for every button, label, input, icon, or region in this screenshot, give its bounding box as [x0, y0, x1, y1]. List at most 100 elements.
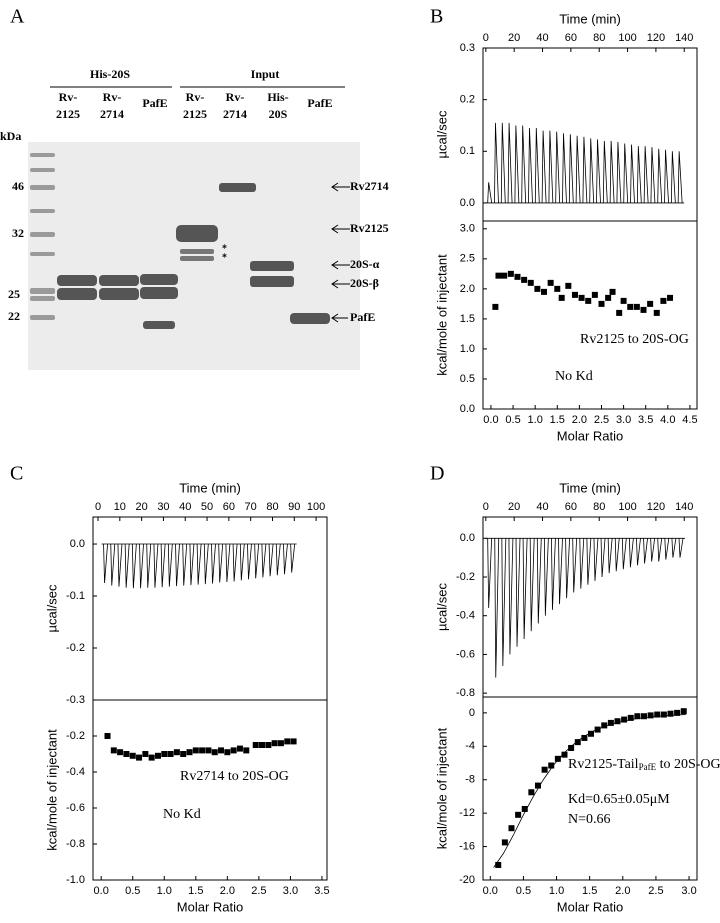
data-point [548, 762, 555, 769]
injection-peak [643, 538, 648, 564]
kda-label: kDa [0, 129, 21, 143]
x-axis-label: Time (min) [559, 480, 621, 495]
x-tick-label: 100 [618, 501, 636, 513]
lane-label: Rv- [186, 90, 205, 104]
annotation: Rv2125-TailPafE to 20S-OG [568, 757, 720, 772]
injection-peak [572, 538, 578, 593]
x-tick-label: 90 [288, 501, 300, 513]
injection-peak [616, 141, 622, 203]
annotation: Rv2125 to 20S-OG [580, 332, 689, 347]
y-axis-label: kcal/mole of injectant [44, 729, 59, 851]
y-axis-label: µcal/sec [434, 110, 449, 158]
x-tick-label: 3.0 [681, 885, 696, 897]
injection-peak [555, 131, 561, 203]
data-point [167, 751, 174, 757]
injection-peak [529, 538, 535, 632]
y-tick-label: -0.4 [456, 610, 475, 622]
band-label: Rv2714 [350, 179, 389, 193]
asterisk: * [222, 243, 227, 254]
data-point [674, 709, 681, 716]
y-tick-label: -20 [459, 874, 475, 886]
lane-label: Rv- [226, 90, 245, 104]
data-point [521, 276, 528, 283]
data-point [634, 713, 641, 720]
data-point [633, 303, 640, 310]
data-point [680, 708, 687, 715]
y-tick-label: 0.0 [460, 197, 475, 209]
data-point [148, 754, 155, 761]
data-point [501, 272, 508, 279]
x-tick-label: 0.0 [94, 885, 109, 897]
x-tick-label: 20 [508, 501, 520, 513]
injection-peak [536, 538, 542, 624]
injection-peak [664, 149, 669, 203]
annotation: No Kd [555, 369, 593, 384]
injection-peak [501, 538, 507, 667]
annotation: Rv2714 to 20S-OG [180, 769, 289, 784]
lane-label: Rv- [59, 90, 78, 104]
lane-label: 2714 [223, 107, 247, 121]
injection-peak [139, 544, 144, 589]
injection-peak [568, 134, 574, 203]
x-tick-label: 3.5 [314, 885, 329, 897]
data-point [541, 288, 548, 295]
data-point [224, 749, 231, 756]
injection-peak [636, 538, 641, 566]
injection-peak [500, 122, 506, 203]
data-point [508, 825, 515, 832]
y-tick-label: -0.6 [66, 802, 85, 814]
injection-peak [636, 146, 642, 203]
data-point [647, 712, 654, 719]
injection-peak [103, 544, 108, 584]
injection-peak [558, 538, 563, 605]
y-tick-label: -1.0 [66, 874, 85, 886]
data-point [653, 309, 660, 316]
injection-peak [146, 544, 152, 588]
data-point [667, 710, 674, 717]
y-tick-label: 3.0 [460, 223, 475, 235]
x-tick-label: 1.0 [528, 414, 543, 426]
y-tick-label: -0.6 [456, 648, 475, 660]
x-tick-label: 0.5 [516, 885, 531, 897]
y-axis-label: µcal/sec [434, 583, 449, 631]
data-point [534, 782, 541, 789]
x-tick-label: 60 [565, 32, 577, 44]
injection-peak [522, 538, 528, 639]
injection-peak [514, 125, 520, 203]
injection-peak [261, 543, 267, 578]
y-tick-label: -0.2 [66, 642, 85, 654]
y-tick-label: 0.0 [460, 403, 475, 415]
x-tick-label: 1.0 [549, 885, 564, 897]
data-point [616, 309, 623, 316]
panel-letter: B [430, 6, 443, 28]
lane-label: His- [267, 90, 288, 104]
data-point [627, 303, 634, 310]
data-point [186, 749, 193, 756]
data-point [192, 747, 199, 754]
x-tick-label: 120 [647, 501, 665, 513]
injection-peak [521, 125, 527, 203]
data-point [598, 300, 605, 307]
data-point [607, 719, 614, 726]
injection-peak [117, 544, 123, 587]
marker-label: 32 [12, 226, 24, 240]
marker-label: 22 [8, 309, 20, 323]
data-point [578, 294, 585, 301]
y-tick-label: -0.4 [66, 766, 85, 778]
gel-bands [57, 183, 330, 329]
injection-peak [543, 538, 549, 616]
y-tick-label: 0 [469, 707, 475, 719]
injection-peak [614, 538, 620, 572]
x-tick-label: 50 [201, 501, 213, 513]
x-tick-label: 0 [95, 501, 101, 513]
x-tick-label: 60 [223, 501, 235, 513]
plot-frame [92, 699, 328, 881]
data-point [173, 749, 180, 756]
injection-peak [621, 538, 627, 570]
injection-peak [582, 136, 588, 203]
data-point [199, 747, 206, 754]
injection-peak [487, 538, 493, 608]
injection-peak [110, 544, 116, 586]
x-tick-label: 40 [536, 501, 548, 513]
injection-peak [586, 538, 592, 585]
